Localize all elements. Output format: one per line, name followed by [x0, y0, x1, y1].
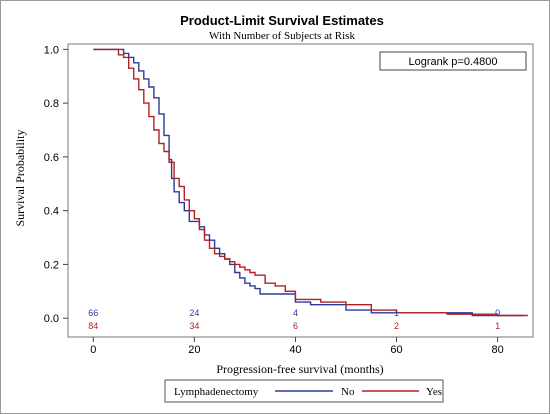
x-axis: 0 20 40 60 80: [90, 337, 504, 356]
at-risk-yes-count: 6: [293, 321, 298, 331]
y-tick-label: 0.4: [44, 206, 59, 218]
series-line-no: [93, 48, 523, 317]
chart-subtitle: With Number of Subjects at Risk: [209, 30, 355, 42]
y-tick-label: 0.2: [44, 259, 59, 271]
at-risk-yes-count: 34: [189, 321, 199, 331]
series-line-yes: [93, 48, 528, 317]
legend-label-yes: Yes: [426, 386, 442, 398]
x-tick-label: 0: [90, 344, 96, 356]
y-tick-label: 1.0: [44, 44, 59, 56]
plot-area: [67, 43, 534, 338]
chart-title: Product-Limit Survival Estimates: [180, 13, 384, 28]
at-risk-table: 66 24 4 1 0 84 34 6 2 1: [88, 308, 500, 331]
x-tick-label: 40: [289, 344, 301, 356]
at-risk-yes-count: 84: [88, 321, 98, 331]
at-risk-no-count: 4: [293, 308, 298, 318]
at-risk-no-count: 24: [189, 308, 199, 318]
x-tick-label: 80: [491, 344, 503, 356]
x-tick-label: 20: [188, 344, 200, 356]
legend-title: Lymphadenectomy: [174, 386, 259, 398]
y-axis: 0.0 0.2 0.4 0.6 0.8 1.0: [44, 44, 68, 325]
at-risk-yes-count: 2: [394, 321, 399, 331]
y-tick-label: 0.8: [44, 98, 59, 110]
y-tick-label: 0.0: [44, 313, 59, 325]
at-risk-no-count: 0: [495, 308, 500, 318]
x-axis-label: Progression-free survival (months): [216, 362, 383, 376]
at-risk-yes-count: 1: [495, 321, 500, 331]
y-axis-label: Survival Probability: [13, 130, 27, 227]
y-tick-label: 0.6: [44, 152, 59, 164]
legend-label-no: No: [341, 386, 355, 398]
at-risk-no-count: 66: [88, 308, 98, 318]
series-layer: [93, 48, 528, 317]
at-risk-no-count: 1: [394, 308, 399, 318]
logrank-inset-box: [379, 51, 527, 71]
x-tick-label: 60: [390, 344, 402, 356]
logrank-inset: Logrank p=0.4800: [409, 56, 498, 68]
